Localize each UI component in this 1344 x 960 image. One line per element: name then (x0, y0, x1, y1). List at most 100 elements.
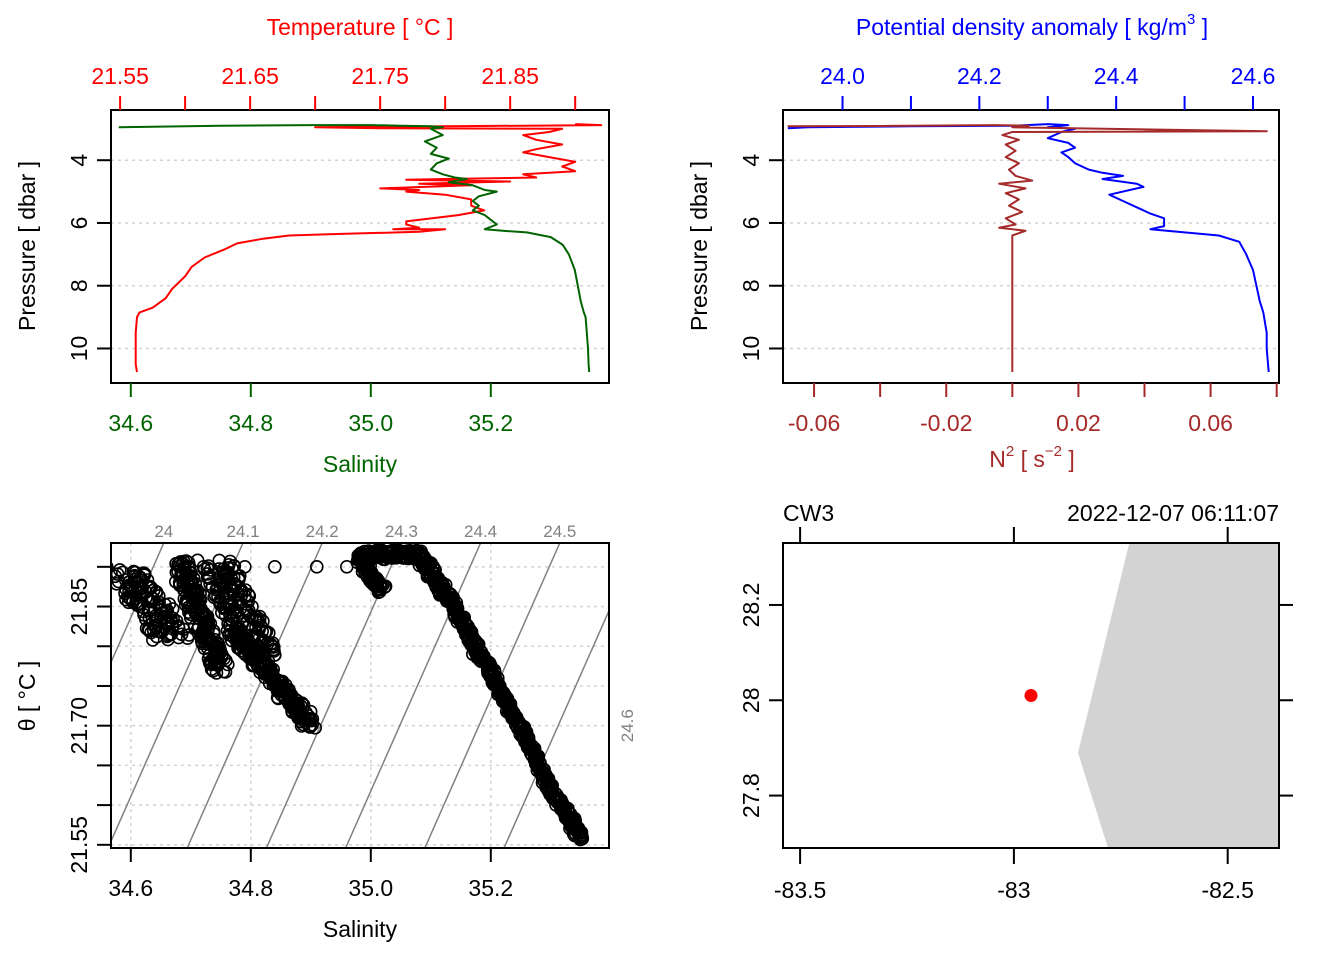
bottom-tick-label: 35.0 (348, 410, 393, 436)
data-point (308, 720, 323, 735)
p4-frame (782, 542, 1280, 849)
data-point (163, 627, 177, 641)
p2-series (787, 123, 1270, 373)
isopycnal-line (265, 543, 403, 848)
isopycnal-line (344, 543, 482, 848)
data-point (339, 559, 354, 574)
p2-bottom-title-mid: [ s (1014, 446, 1045, 472)
bottom-tick-label: 0.06 (1188, 410, 1233, 436)
data-point (209, 666, 224, 680)
land-polygon (1078, 543, 1279, 848)
p2-bottom-title-end: ] (1062, 446, 1075, 472)
p1-salinity-axis: 34.6 34.8 35.0 35.2 (108, 383, 513, 436)
top-tick-label: 24.4 (1094, 63, 1139, 89)
bottom-tick-label: 35.2 (468, 875, 513, 901)
p4-station (1024, 689, 1038, 702)
bottom-tick-label: -83.5 (774, 877, 826, 903)
data-point (236, 608, 251, 623)
p2-bottom-title-base: N (989, 446, 1006, 472)
left-tick-label: 21.70 (66, 697, 92, 755)
left-tick-label: 21.55 (66, 816, 92, 874)
left-tick-label: 21.85 (66, 578, 92, 636)
bottom-tick-label: 0.02 (1056, 410, 1101, 436)
p3-theta-axis: 21.55 21.70 21.85 (66, 565, 111, 874)
data-point (155, 625, 169, 640)
p3-salinity-axis: 34.6 34.8 35.0 35.2 (108, 848, 513, 901)
left-tick-label: 4 (738, 154, 764, 167)
data-point (129, 591, 144, 606)
bottom-tick-label: 34.6 (108, 875, 153, 901)
bottom-tick-label: -0.02 (920, 410, 972, 436)
p1-grid (111, 159, 609, 350)
ts-diagram-panel: 24 24.1 24.2 24.3 24.4 24.524.6 34.6 34.8 35.0 3… (14, 522, 637, 942)
bottom-tick-label: -0.06 (788, 410, 840, 436)
p1-top-axis-title: Temperature [ °C ] (267, 14, 454, 40)
top-tick-label: 21.65 (221, 63, 279, 89)
isopycnal-label: 24.1 (226, 522, 259, 541)
p1-temperature-axis: 21.55 21.65 21.75 21.85 (91, 63, 577, 110)
data-point (303, 720, 317, 734)
data-point (218, 665, 233, 679)
top-tick-label: 24.2 (957, 63, 1002, 89)
p2-pressure-axis: 4 6 8 10 (738, 154, 783, 362)
series-line-salinity (118, 124, 591, 373)
top-tick-label: 21.85 (481, 63, 539, 89)
p4-timestamp: 2022-12-07 06:11:07 (1067, 500, 1279, 526)
bottom-tick-label: -83 (997, 877, 1030, 903)
density-n2-panel: 24.0 24.2 24.4 24.6 -0.06 -0.02 0.02 0.06 4 6 8 1… (686, 11, 1280, 472)
left-tick-label: 28.2 (738, 583, 764, 628)
p2-left-axis-title: Pressure [ dbar ] (686, 161, 712, 331)
p2-frame (782, 109, 1280, 384)
data-point (265, 639, 280, 653)
top-tick-label: 24.0 (820, 63, 865, 89)
bottom-tick-label: 35.2 (468, 410, 513, 436)
p3-xlabel: Salinity (323, 916, 398, 942)
isopycnal-label: 24.5 (543, 522, 576, 541)
left-tick-label: 10 (66, 336, 92, 362)
series-line-n2 (787, 124, 1268, 372)
bottom-tick-label: 34.6 (108, 410, 153, 436)
data-point (111, 561, 114, 573)
p1-series (118, 123, 603, 373)
isopycnal-label: 24.4 (464, 522, 497, 541)
p3-points (111, 543, 590, 847)
left-tick-label: 4 (66, 154, 92, 167)
bottom-tick-label: -82.5 (1201, 877, 1253, 903)
isopycnal-label: 24.6 (618, 709, 637, 742)
data-point (216, 562, 231, 576)
p2-top-title-end: ] (1195, 14, 1208, 40)
left-tick-label: 10 (738, 336, 764, 362)
p2-bottom-title-sup2: −2 (1045, 443, 1062, 460)
left-tick-label: 27.8 (738, 773, 764, 818)
station-map-panel: -83.5 -83 -82.5 27.8 28 28.2 CW3 2022-12-07 0… (738, 500, 1293, 903)
p3-isopycnal-labels: 24 24.1 24.2 24.3 24.4 24.5 24.6 (154, 522, 637, 742)
data-point (146, 633, 160, 647)
p2-bottom-axis-title: N2 [ s−2 ] (989, 443, 1075, 472)
p2-top-axis-title: Potential density anomaly [ kg/m3 ] (856, 11, 1208, 40)
series-line-potential-density-anomaly (787, 123, 1270, 373)
data-point (573, 832, 588, 847)
p1-frame (110, 109, 610, 384)
left-tick-label: 6 (738, 217, 764, 230)
data-point (238, 559, 252, 574)
isopycnal-label: 24.3 (385, 522, 418, 541)
top-tick-label: 24.6 (1231, 63, 1276, 89)
bottom-tick-label: 35.0 (348, 875, 393, 901)
series-line-temperature (134, 123, 603, 373)
p2-grid (783, 159, 1279, 350)
left-tick-label: 28 (738, 687, 764, 713)
p2-top-title-sup: 3 (1187, 11, 1195, 28)
p1-pressure-axis: 4 6 8 10 (66, 154, 111, 362)
data-point (373, 579, 388, 594)
p4-axes: -83.5 -83 -82.5 27.8 28 28.2 (738, 527, 1293, 903)
top-tick-label: 21.55 (91, 63, 149, 89)
data-point (309, 559, 324, 574)
p3-ylabel: θ [ °C ] (14, 661, 40, 732)
left-tick-label: 8 (66, 279, 92, 292)
data-point (304, 713, 319, 728)
isopycnal-line (186, 543, 323, 848)
data-point (171, 630, 186, 645)
station-marker (1024, 689, 1038, 702)
isopycnal-label: 24.2 (306, 522, 339, 541)
